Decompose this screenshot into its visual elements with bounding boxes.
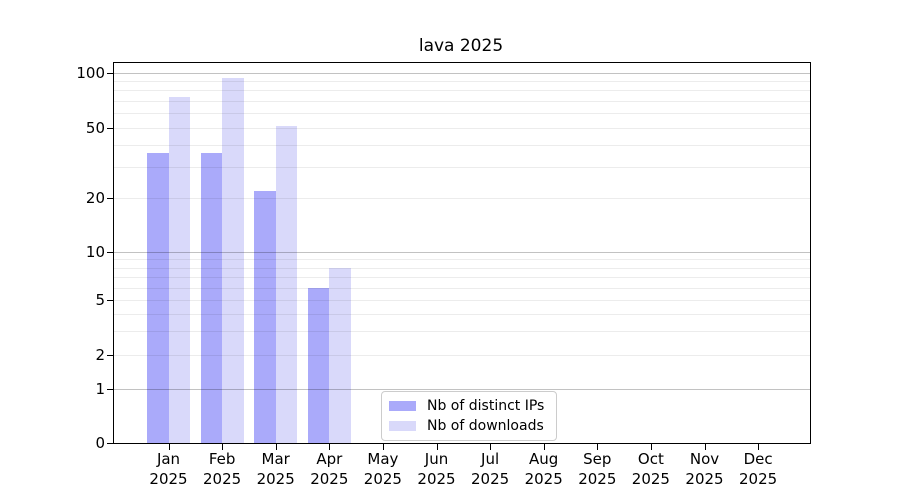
gridline-minor xyxy=(114,198,810,200)
y-tick-label: 10 xyxy=(85,243,105,262)
x-tick-label-dec: Dec 2025 xyxy=(739,450,778,488)
y-tick-label: 0 xyxy=(95,434,105,452)
x-tick-mark xyxy=(650,444,652,450)
chart-title: lava 2025 xyxy=(418,36,504,56)
x-tick-mark xyxy=(222,444,224,450)
gridline-minor xyxy=(114,100,810,102)
bar-apr-distinct-ips xyxy=(307,287,330,443)
gridline-minor xyxy=(114,144,810,146)
y-tick-mark xyxy=(107,252,113,254)
gridline-minor xyxy=(114,300,810,302)
bar-feb-distinct-ips xyxy=(200,152,223,443)
y-tick-label: 100 xyxy=(76,63,105,82)
legend-swatch-distinct-ips xyxy=(389,401,416,411)
gridline-minor xyxy=(114,313,810,315)
y-tick-mark xyxy=(107,389,113,391)
gridline-minor xyxy=(114,81,810,82)
x-tick-label-jun: Jun 2025 xyxy=(417,450,456,488)
y-tick-mark xyxy=(107,127,113,129)
gridline-minor xyxy=(114,127,810,129)
plot-area: Nb of distinct IPs Nb of downloads xyxy=(113,62,811,444)
gridline-minor xyxy=(114,276,810,278)
x-tick-mark xyxy=(436,444,438,450)
gridline-major xyxy=(114,72,810,74)
x-tick-label-sep: Sep 2025 xyxy=(578,450,617,488)
legend: Nb of distinct IPs Nb of downloads xyxy=(381,391,558,441)
x-tick-label-jan: Jan 2025 xyxy=(149,450,188,488)
x-tick-label-mar: Mar 2025 xyxy=(256,450,295,488)
bar-apr-downloads xyxy=(329,267,351,443)
gridline-minor xyxy=(114,287,810,289)
y-tick-label: 1 xyxy=(95,380,105,399)
gridline-major xyxy=(114,252,810,254)
gridline-minor xyxy=(114,355,810,356)
gridline-minor xyxy=(114,113,810,115)
legend-label-downloads: Nb of downloads xyxy=(427,418,544,434)
bar-jan-distinct-ips xyxy=(147,152,169,443)
bar-mar-distinct-ips xyxy=(254,190,276,443)
x-tick-mark xyxy=(704,444,706,450)
x-tick-mark xyxy=(597,444,599,450)
bar-feb-downloads xyxy=(222,78,244,443)
x-tick-label-aug: Aug 2025 xyxy=(524,450,563,488)
bar-mar-downloads xyxy=(275,125,298,443)
bar-jan-downloads xyxy=(168,96,190,443)
gridline-minor xyxy=(114,166,810,168)
x-tick-mark xyxy=(490,444,492,450)
y-tick-mark xyxy=(107,300,113,302)
legend-item-downloads: Nb of downloads xyxy=(389,416,544,436)
gridline-minor xyxy=(114,267,810,269)
x-tick-mark xyxy=(329,444,331,450)
legend-item-distinct-ips: Nb of distinct IPs xyxy=(389,396,544,416)
gridline-minor xyxy=(114,90,810,92)
legend-label-distinct-ips: Nb of distinct IPs xyxy=(427,398,545,414)
x-tick-label-feb: Feb 2025 xyxy=(203,450,242,488)
x-tick-mark xyxy=(275,444,277,450)
gridline-minor xyxy=(114,259,810,261)
x-tick-label-nov: Nov 2025 xyxy=(685,450,724,488)
x-tick-label-may: May 2025 xyxy=(363,450,402,488)
y-tick-mark xyxy=(107,198,113,200)
y-tick-label: 2 xyxy=(95,346,105,364)
y-tick-mark xyxy=(107,355,113,356)
x-tick-label-jul: Jul 2025 xyxy=(471,450,510,488)
y-tick-label: 20 xyxy=(85,189,105,208)
y-tick-mark xyxy=(107,72,113,74)
x-tick-mark xyxy=(168,444,170,450)
y-tick-mark xyxy=(107,443,113,444)
gridline-major xyxy=(114,389,810,391)
x-tick-label-apr: Apr 2025 xyxy=(310,450,349,488)
x-tick-mark xyxy=(382,444,384,450)
legend-swatch-downloads xyxy=(389,421,416,431)
y-tick-label: 50 xyxy=(85,118,105,137)
gridline-minor xyxy=(114,330,810,332)
x-tick-mark xyxy=(758,444,760,450)
x-tick-mark xyxy=(543,444,545,450)
y-tick-label: 5 xyxy=(95,291,105,310)
x-tick-label-oct: Oct 2025 xyxy=(631,450,670,488)
